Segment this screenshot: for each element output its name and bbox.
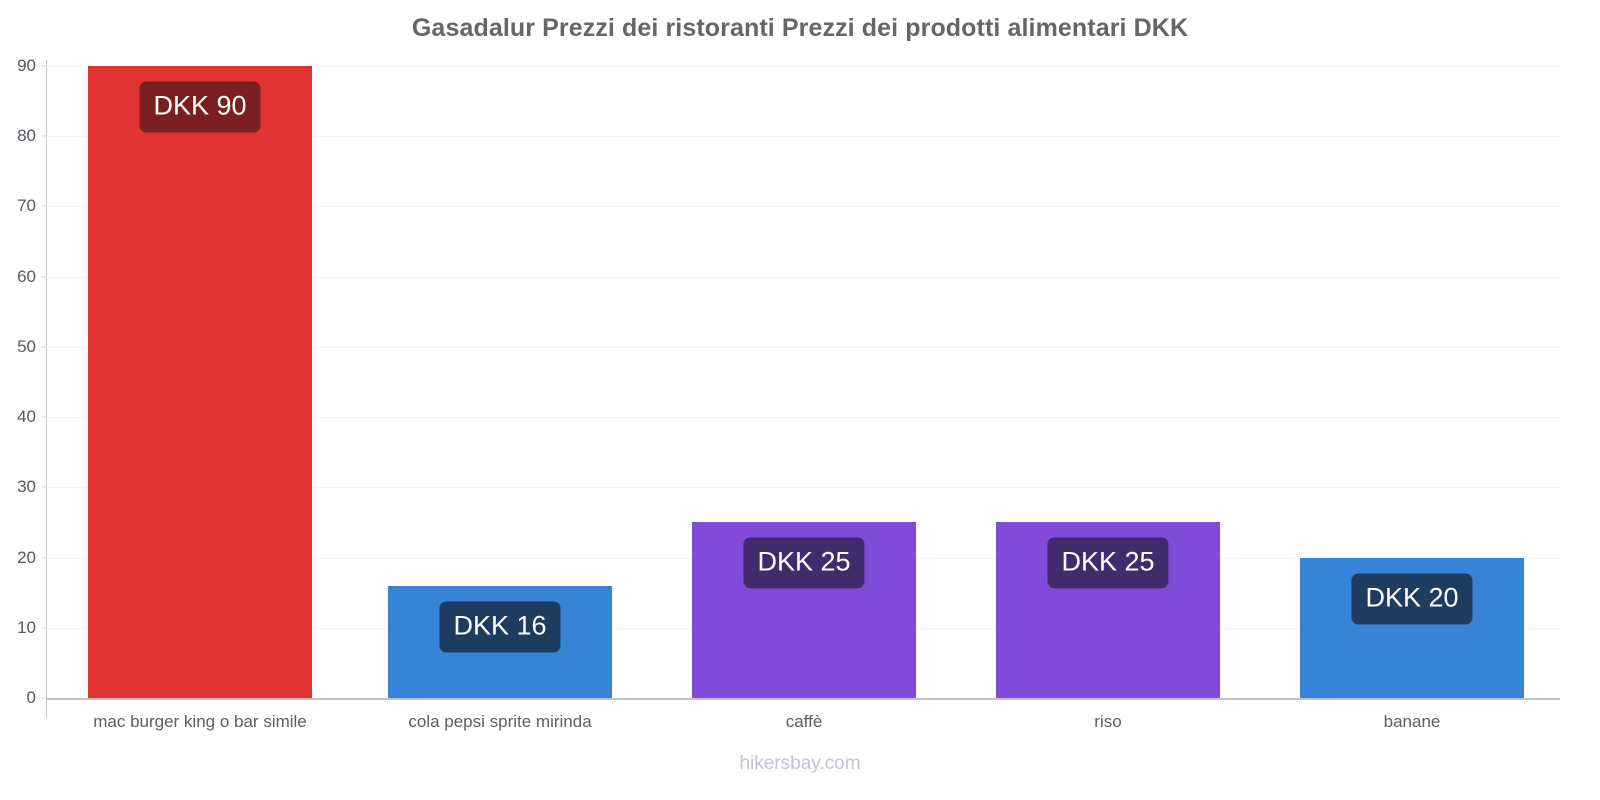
gridline (46, 276, 1560, 278)
gridline (46, 346, 1560, 348)
x-axis-line (46, 698, 1560, 700)
gridline (46, 487, 1560, 489)
x-axis-category-label: banane (1383, 712, 1441, 731)
bar-value-label: DKK 25 (1047, 537, 1169, 589)
x-axis-category-label: riso (1094, 712, 1122, 731)
bar-value-label: DKK 20 (1351, 573, 1473, 625)
chart-title: Gasadalur Prezzi dei ristoranti Prezzi d… (411, 14, 1189, 42)
gridline (46, 136, 1560, 138)
gridline (46, 66, 1560, 67)
y-axis-tick-label: 90 (17, 56, 36, 75)
y-axis-line (46, 60, 47, 718)
gridline (46, 417, 1560, 419)
bar-value-label: DKK 25 (743, 537, 865, 589)
y-axis-tick-label: 60 (17, 266, 36, 286)
x-axis-category-label: mac burger king o bar simile (93, 712, 307, 731)
gridline (46, 206, 1560, 208)
y-axis-tick-label: 10 (17, 617, 36, 637)
x-axis-category-label: caffè (785, 712, 823, 731)
y-axis-tick-label: 40 (17, 407, 36, 427)
y-axis-tick-label: 50 (17, 336, 36, 356)
plot-area (46, 66, 1560, 698)
y-axis-tick-label: 0 (26, 688, 36, 707)
y-axis-tick-label: 80 (17, 126, 36, 146)
y-axis-tick-label: 20 (17, 547, 36, 567)
bar-value-label: DKK 16 (439, 601, 561, 653)
bar-value-label: DKK 90 (139, 81, 261, 133)
y-axis-tick-label: 30 (17, 477, 36, 497)
y-axis-tick-label: 70 (17, 196, 36, 216)
footer-credit: hikersbay.com (739, 753, 861, 774)
bar[interactable] (88, 66, 312, 698)
x-axis-category-label: cola pepsi sprite mirinda (408, 712, 592, 731)
